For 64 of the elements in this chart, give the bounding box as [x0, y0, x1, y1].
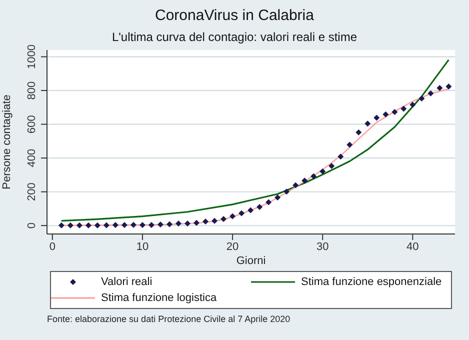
- point: [76, 222, 82, 228]
- point: [175, 220, 182, 227]
- x-tick-label: 20: [226, 240, 239, 253]
- point: [139, 222, 146, 228]
- point: [338, 154, 344, 160]
- point: [328, 162, 335, 169]
- point: [274, 194, 281, 201]
- point: [230, 213, 236, 220]
- point: [248, 207, 254, 214]
- point: [220, 216, 227, 222]
- point: [310, 173, 317, 180]
- point: [148, 222, 154, 228]
- y-tick-label: 200: [26, 182, 38, 201]
- point: [202, 218, 209, 225]
- point: [112, 222, 118, 228]
- x-axis-title: Giorni: [236, 255, 266, 267]
- chart-subtitle: L'ultima curva del contagio: valori reali e stime: [110, 30, 358, 44]
- point: [103, 222, 110, 228]
- legend-label: Stima funzione esponenziale: [301, 276, 442, 288]
- source-note: Fonte: elaborazione su dati Protezione Civile al 7 Aprile 2020: [47, 314, 290, 324]
- point: [320, 168, 326, 174]
- point: [166, 221, 172, 228]
- point: [212, 218, 218, 224]
- y-tick-label: 600: [26, 115, 38, 134]
- point: [266, 199, 272, 206]
- point: [428, 90, 434, 96]
- x-tick-label: 30: [316, 240, 329, 253]
- x-tick-label: 40: [406, 240, 419, 253]
- point: [256, 204, 263, 210]
- point: [346, 142, 353, 148]
- legend-label: Valori reali: [101, 276, 152, 288]
- point: [382, 111, 389, 118]
- point: [85, 222, 92, 228]
- point: [130, 222, 136, 228]
- point: [121, 222, 128, 228]
- point: [392, 108, 398, 115]
- y-tick-label: 1000: [26, 44, 38, 69]
- point: [194, 220, 200, 226]
- point: [58, 222, 64, 228]
- x-tick-label: 0: [49, 240, 56, 253]
- point: [374, 114, 380, 121]
- point: [302, 178, 308, 184]
- x-tick-label: 10: [136, 240, 149, 253]
- line-series: [60, 58, 450, 222]
- point: [157, 222, 164, 228]
- point: [292, 182, 299, 188]
- point: [356, 129, 362, 136]
- point: [364, 120, 371, 127]
- point: [400, 106, 407, 112]
- point: [284, 188, 290, 195]
- point: [238, 210, 245, 216]
- point: [184, 220, 191, 227]
- legend-label: Stima funzione logistica: [101, 292, 217, 304]
- point: [436, 84, 443, 91]
- y-axis-title: Persone contagiate: [0, 94, 13, 190]
- point: [418, 95, 425, 102]
- point: [410, 102, 416, 108]
- chart-title: CoronaVirus in Calabria: [154, 7, 315, 24]
- point: [67, 222, 74, 228]
- point: [94, 222, 100, 228]
- y-tick-label: 800: [26, 81, 38, 100]
- y-tick-label: 0: [26, 222, 38, 229]
- y-tick-label: 400: [26, 148, 38, 168]
- point: [446, 83, 452, 90]
